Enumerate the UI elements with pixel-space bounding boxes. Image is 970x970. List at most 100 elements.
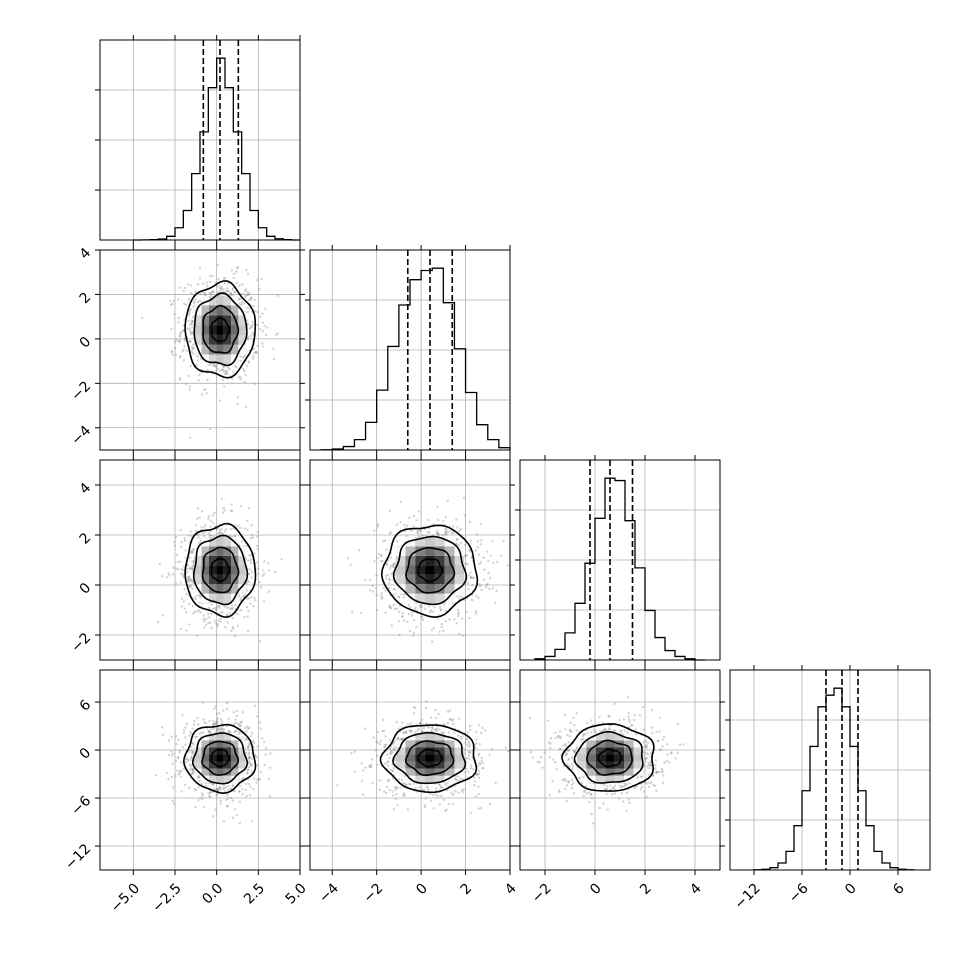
scatter-point <box>203 534 206 538</box>
scatter-point <box>254 350 257 354</box>
scatter-point <box>228 367 231 371</box>
scatter-point <box>490 747 494 751</box>
scatter-point <box>244 726 247 729</box>
scatter-point <box>170 775 174 779</box>
scatter-point <box>400 737 404 740</box>
scatter-point <box>380 591 384 595</box>
scatter-point <box>353 770 356 773</box>
scatter-point <box>436 518 440 522</box>
scatter-point <box>258 580 261 584</box>
scatter-point <box>215 365 218 368</box>
scatter-point <box>389 749 392 753</box>
scatter-point <box>251 357 255 360</box>
scatter-point <box>210 626 213 630</box>
scatter-point <box>225 289 228 293</box>
scatter-point <box>467 745 470 749</box>
scatter-point <box>172 786 175 789</box>
scatter-point <box>381 729 384 733</box>
scatter-point <box>392 794 395 797</box>
scatter-point <box>489 577 492 580</box>
scatter-point <box>469 576 473 579</box>
scatter-point <box>433 606 436 609</box>
density-cell <box>223 740 232 748</box>
scatter-point <box>477 752 481 756</box>
scatter-point <box>222 365 225 368</box>
scatter-point <box>227 729 230 733</box>
scatter-point <box>238 284 241 287</box>
scatter-point <box>388 756 391 760</box>
scatter-point <box>170 327 173 331</box>
density-cell <box>415 536 426 547</box>
scatter-point <box>170 735 173 738</box>
scatter-point <box>187 576 190 579</box>
scatter-point <box>408 629 412 633</box>
contour-3 <box>184 522 257 618</box>
scatter-point <box>249 537 253 540</box>
scatter-point <box>253 704 257 707</box>
density-cell <box>201 740 209 748</box>
scatter-point <box>224 785 228 789</box>
scatter-point <box>256 560 259 564</box>
scatter-point <box>189 340 192 343</box>
scatter-point <box>222 277 226 280</box>
scatter-point <box>210 728 213 731</box>
contour-0 <box>417 558 443 583</box>
scatter-point <box>198 775 201 778</box>
scatter-point <box>187 602 191 606</box>
scatter-point <box>209 791 212 795</box>
scatter-point <box>436 794 440 798</box>
scatter-point <box>197 775 200 779</box>
hist-grid <box>725 719 930 821</box>
scatter-point <box>495 589 498 593</box>
scatter-point <box>456 612 460 615</box>
scatter-point <box>387 581 391 584</box>
scatter-point <box>445 808 448 811</box>
scatter-point <box>185 592 188 596</box>
scatter-point <box>208 275 212 278</box>
scatter-point <box>395 720 399 724</box>
scatter-point <box>464 543 467 547</box>
scatter-point <box>475 795 478 798</box>
scatter-point <box>477 807 481 810</box>
scatter-point <box>189 767 193 770</box>
scatter-point <box>188 340 191 343</box>
scatter-point <box>190 756 193 759</box>
scatter-point <box>199 293 202 296</box>
scatter-point <box>246 615 249 618</box>
scatter-point <box>474 612 478 615</box>
scatter-point <box>480 756 483 760</box>
scatter-point <box>182 359 186 362</box>
scatter-point <box>171 350 174 353</box>
density-cell <box>434 555 445 566</box>
scatter-point <box>205 392 208 395</box>
scatter-point <box>197 609 201 612</box>
scatter-point <box>477 753 480 757</box>
scatter-point <box>255 715 259 718</box>
scatter-point <box>239 359 242 363</box>
scatter-point <box>141 316 144 320</box>
scatter-point <box>395 607 398 610</box>
scatter-point <box>248 580 251 584</box>
scatter-point <box>182 348 185 351</box>
scatter-point <box>425 700 428 703</box>
scatter-point <box>180 540 183 544</box>
scatter-point <box>483 729 487 732</box>
scatter-point <box>238 730 241 734</box>
scatter-point <box>407 603 410 607</box>
scatter-point <box>404 731 408 734</box>
density-cell <box>238 754 246 762</box>
density-cell <box>223 754 232 762</box>
scatter-point <box>236 722 239 725</box>
density-cell <box>194 574 202 585</box>
density-cell <box>223 574 232 585</box>
scatter-point <box>189 730 192 733</box>
scatter-point <box>171 302 174 306</box>
scatter-point <box>186 564 189 567</box>
scatter-point <box>261 574 264 577</box>
scatter-point <box>211 719 215 722</box>
scatter-point <box>424 797 428 800</box>
scatter-point <box>188 575 191 578</box>
scatter-point <box>220 727 223 731</box>
density-cell <box>208 536 217 547</box>
